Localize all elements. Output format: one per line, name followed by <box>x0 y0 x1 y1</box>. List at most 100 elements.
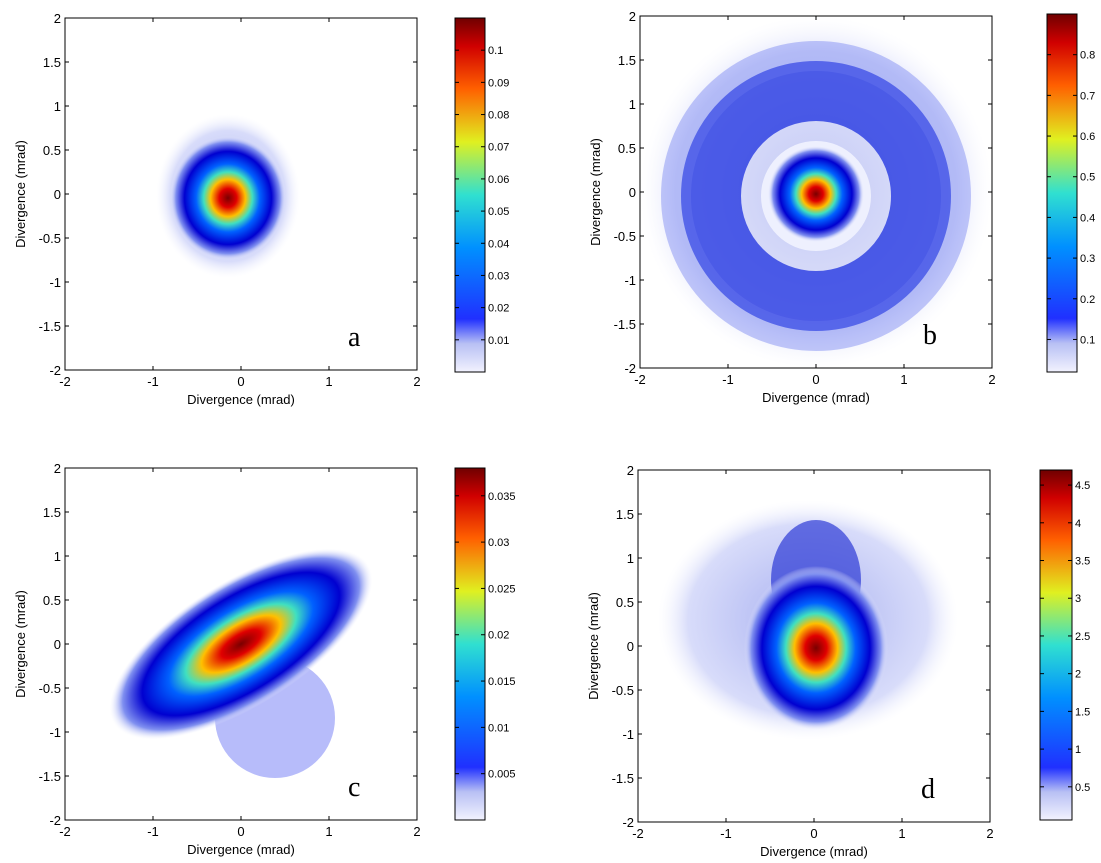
y-tick-label: -2 <box>624 361 636 376</box>
y-tick-label: 2 <box>629 9 636 24</box>
x-tick-label: -1 <box>722 372 734 387</box>
y-tick-label: -2 <box>49 813 61 828</box>
colorbar-tick-label: 0.05 <box>488 206 509 218</box>
heatmap-image <box>109 548 373 778</box>
x-tick-label: -1 <box>720 826 732 841</box>
y-tick-label: -0.5 <box>39 681 61 696</box>
panel: -2 -1 0 1 2 -2 -1.5 -1 -0.5 0 0.5 1 1.5 2 Divergence (… <box>586 463 994 859</box>
y-tick-label: 1 <box>629 97 636 112</box>
colorbar-tick-label: 0.03 <box>488 537 509 549</box>
panel: -2 -1 0 1 2 -2 -1.5 -1 -0.5 0 0.5 1 1.5 2 Divergence (… <box>13 11 421 407</box>
colorbar-tick-label: 4 <box>1075 518 1081 530</box>
colorbar-tick-label: 0.01 <box>488 335 509 347</box>
x-tick-label: -1 <box>147 824 159 839</box>
y-tick-label: -1 <box>49 725 61 740</box>
colorbar-tick-label: 0.8 <box>1080 50 1095 62</box>
y-tick-label: -1 <box>622 727 634 742</box>
heatmap-image <box>156 114 300 278</box>
y-tick-label: 0.5 <box>616 595 634 610</box>
y-tick-label: 0.5 <box>43 143 61 158</box>
x-tick-label: 1 <box>898 826 905 841</box>
panel-label: a <box>348 322 361 353</box>
y-tick-label: 0.5 <box>618 141 636 156</box>
y-tick-label: 1 <box>627 551 634 566</box>
y-tick-label: -1 <box>624 273 636 288</box>
x-tick-label: 1 <box>325 824 332 839</box>
y-tick-label: -1.5 <box>39 769 61 784</box>
y-tick-label: 0 <box>54 187 61 202</box>
y-tick-label: -1.5 <box>612 771 634 786</box>
colorbar: 0.01 0.02 0.03 0.04 0.05 0.06 0.07 0.08 0.09 0.1 <box>454 17 509 373</box>
colorbar-tick-label: 0.015 <box>488 676 516 688</box>
y-tick-label: 1 <box>54 99 61 114</box>
y-axis-label: Divergence (mrad) <box>588 138 603 246</box>
colorbar-tick-label: 0.3 <box>1080 253 1095 265</box>
y-tick-label: 0 <box>629 185 636 200</box>
colorbar-tick-label: 0.005 <box>488 769 516 781</box>
y-tick-label: 1 <box>54 549 61 564</box>
colorbar-scale <box>454 467 486 821</box>
x-tick-label: 2 <box>413 374 420 389</box>
y-axis-label: Divergence (mrad) <box>586 592 601 700</box>
x-tick-label: 0 <box>812 372 819 387</box>
x-tick-label: -2 <box>59 374 71 389</box>
panel: -2 -1 0 1 2 -2 -1.5 -1 -0.5 0 0.5 1 1.5 2 Divergence (… <box>588 9 996 405</box>
colorbar-tick-label: 1 <box>1075 744 1081 756</box>
y-tick-label: 2 <box>627 463 634 478</box>
colorbar-tick-label: 0.09 <box>488 77 509 89</box>
colorbar-tick-label: 0.07 <box>488 142 509 154</box>
x-tick-label: -2 <box>59 824 71 839</box>
x-axis-label: Divergence (mrad) <box>187 842 295 857</box>
colorbar-tick-label: 3.5 <box>1075 556 1090 568</box>
x-tick-label: -1 <box>147 374 159 389</box>
y-tick-label: -0.5 <box>612 683 634 698</box>
heatmap-image <box>640 16 992 368</box>
colorbar-tick-label: 0.6 <box>1080 131 1095 143</box>
colorbar: 0.1 0.2 0.3 0.4 0.5 0.6 0.7 0.8 <box>1046 13 1095 373</box>
colorbar-tick-label: 0.035 <box>488 491 516 503</box>
colorbar-scale <box>454 17 486 373</box>
colorbar: 0.005 0.01 0.015 0.02 0.025 0.03 0.035 <box>454 467 516 821</box>
y-tick-label: -2 <box>622 815 634 830</box>
colorbar: 0.5 1 1.5 2 2.5 3 3.5 4 4.5 <box>1039 469 1090 821</box>
colorbar-tick-label: 0.4 <box>1080 212 1095 224</box>
x-axis-label: Divergence (mrad) <box>762 390 870 405</box>
y-axis-label: Divergence (mrad) <box>13 140 28 248</box>
colorbar-tick-label: 0.5 <box>1080 172 1095 184</box>
y-tick-label: 1.5 <box>43 55 61 70</box>
y-tick-label: 1.5 <box>43 505 61 520</box>
colorbar-tick-label: 0.5 <box>1075 782 1090 794</box>
heatmap-image <box>658 500 958 740</box>
x-tick-label: 1 <box>900 372 907 387</box>
panel-label: d <box>921 774 935 805</box>
colorbar-tick-label: 0.06 <box>488 174 509 186</box>
x-tick-label: 1 <box>325 374 332 389</box>
y-axis-label: Divergence (mrad) <box>13 590 28 698</box>
x-tick-label: 0 <box>237 824 244 839</box>
panel-label: b <box>923 320 937 351</box>
x-axis-label: Divergence (mrad) <box>760 844 868 859</box>
y-tick-label: 2 <box>54 461 61 476</box>
x-tick-label: 2 <box>413 824 420 839</box>
y-tick-label: -0.5 <box>614 229 636 244</box>
x-tick-label: 2 <box>986 826 993 841</box>
y-tick-label: 0 <box>54 637 61 652</box>
colorbar-scale <box>1046 13 1078 373</box>
colorbar-tick-label: 0.025 <box>488 583 516 595</box>
x-tick-label: 0 <box>237 374 244 389</box>
colorbar-scale <box>1039 469 1073 821</box>
colorbar-tick-label: 0.02 <box>488 630 509 642</box>
colorbar-tick-label: 0.04 <box>488 238 509 250</box>
y-tick-label: -1.5 <box>39 319 61 334</box>
y-tick-label: -1.5 <box>614 317 636 332</box>
x-tick-label: 2 <box>988 372 995 387</box>
colorbar-tick-label: 1.5 <box>1075 706 1090 718</box>
colorbar-tick-label: 4.5 <box>1075 480 1090 492</box>
y-tick-label: -1 <box>49 275 61 290</box>
y-tick-label: -2 <box>49 363 61 378</box>
colorbar-tick-label: 0.7 <box>1080 90 1095 102</box>
colorbar-tick-label: 0.1 <box>488 45 503 57</box>
colorbar-tick-label: 0.01 <box>488 722 509 734</box>
panel: -2 -1 0 1 2 -2 -1.5 -1 -0.5 0 0.5 1 1.5 2 Divergence (… <box>13 461 421 857</box>
colorbar-tick-label: 0.2 <box>1080 294 1095 306</box>
